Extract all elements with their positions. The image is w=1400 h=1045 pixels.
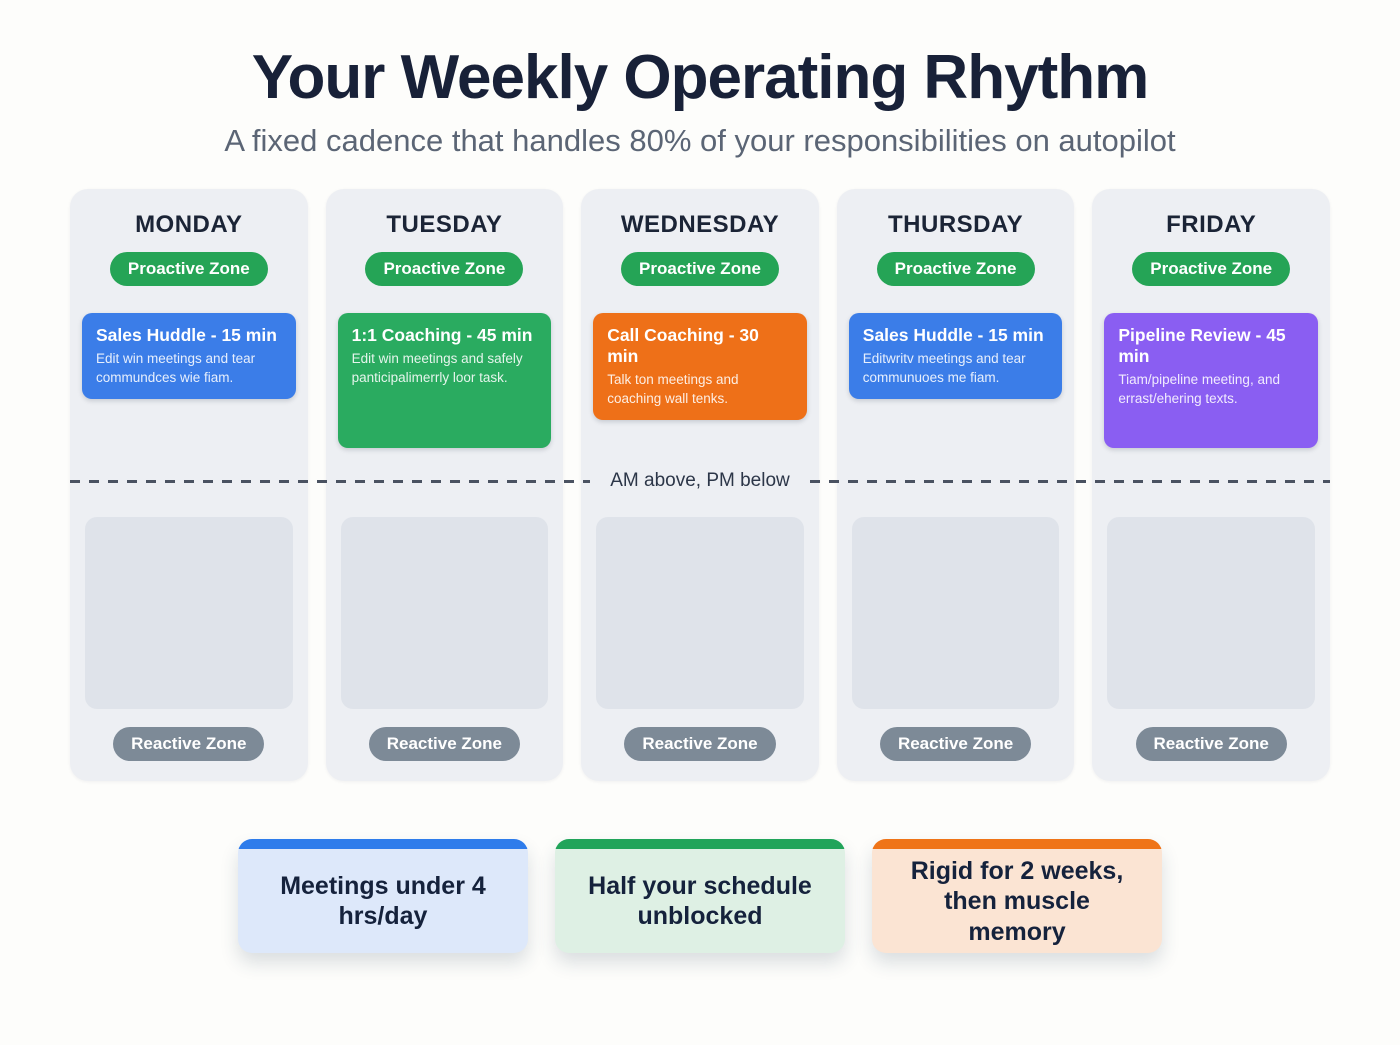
day-column-tuesday: TUESDAY Proactive Zone 1:1 Coaching - 45… [325,189,564,782]
day-column-wednesday: WEDNESDAY Proactive Zone Call Coaching -… [581,189,819,782]
proactive-zone-badge: Proactive Zone [365,252,524,287]
reactive-zone-badge: Reactive Zone [879,727,1032,762]
takeaways-row: Meetings under 4 hrs/day Half your sched… [0,839,1400,954]
am-pm-divider: AM above, PM below [70,470,1330,492]
reactive-zone-badge: Reactive Zone [1135,727,1287,762]
event-description: Editwritv meetings and tear communuoes m… [862,351,1026,385]
proactive-zone-badge: Proactive Zone [1132,252,1291,287]
reactive-zone-badge: Reactive Zone [113,727,265,762]
takeaway-card-meetings: Meetings under 4 hrs/day [238,839,528,954]
event-card: 1:1 Coaching - 45 min Edit win meetings … [337,313,552,449]
event-description: Talk ton meetings and coaching wall tenk… [607,372,739,406]
event-description: Edit win meetings and tear commundces wi… [96,351,256,385]
takeaway-label: Half your schedule unblocked [588,871,812,931]
day-column-monday: MONDAY Proactive Zone Sales Huddle - 15 … [70,189,308,782]
page-title: Your Weekly Operating Rhythm [251,43,1149,112]
pm-placeholder [340,517,549,710]
event-title: Sales Huddle - 15 min [862,325,1044,346]
event-card: Pipeline Review - 45 min Tiam/pipeline m… [1104,313,1318,449]
pm-placeholder [1107,517,1315,710]
header: Your Weekly Operating Rhythm A fixed cad… [0,0,1400,159]
proactive-zone-badge: Proactive Zone [109,252,268,287]
takeaway-card-rigid: Rigid for 2 weeks, then muscle memory [872,839,1162,954]
event-title: 1:1 Coaching - 45 min [351,325,533,346]
day-header: WEDNESDAY [620,211,780,239]
proactive-zone-badge: Proactive Zone [621,252,779,287]
event-card: Sales Huddle - 15 min Edit win meetings … [82,313,296,399]
pm-placeholder [596,517,804,710]
reactive-zone-badge: Reactive Zone [368,727,521,762]
page-subtitle: A fixed cadence that handles 80% of your… [224,123,1176,159]
event-description: Edit win meetings and safely panticipali… [351,351,523,385]
divider-dash-left [70,479,591,483]
day-column-friday: FRIDAY Proactive Zone Pipeline Review - … [1092,189,1330,782]
pm-placeholder [851,517,1060,710]
event-card: Call Coaching - 30 min Talk ton meetings… [593,313,807,420]
divider-dash-right [809,479,1330,483]
takeaway-label: Rigid for 2 weeks, then muscle memory [910,856,1124,946]
event-title: Sales Huddle - 15 min [96,325,277,346]
takeaway-accent-bar [872,839,1162,850]
divider-label: AM above, PM below [610,470,790,492]
event-description: Tiam/pipeline meeting, and errast/eherin… [1118,372,1280,406]
day-header: TUESDAY [386,211,503,239]
proactive-zone-badge: Proactive Zone [876,252,1035,287]
event-title: Call Coaching - 30 min [607,325,759,367]
day-header: THURSDAY [888,211,1024,239]
takeaway-card-schedule: Half your schedule unblocked [555,839,845,954]
week-grid: MONDAY Proactive Zone Sales Huddle - 15 … [70,189,1330,782]
pm-placeholder [85,517,293,710]
event-card: Sales Huddle - 15 min Editwritv meetings… [848,313,1063,399]
reactive-zone-badge: Reactive Zone [624,727,776,762]
event-title: Pipeline Review - 45 min [1118,325,1286,367]
day-header: FRIDAY [1166,211,1257,239]
day-header: MONDAY [135,211,243,239]
day-column-thursday: THURSDAY Proactive Zone Sales Huddle - 1… [836,189,1075,782]
takeaway-label: Meetings under 4 hrs/day [280,871,486,931]
takeaway-accent-bar [555,839,845,850]
takeaway-accent-bar [238,839,528,850]
